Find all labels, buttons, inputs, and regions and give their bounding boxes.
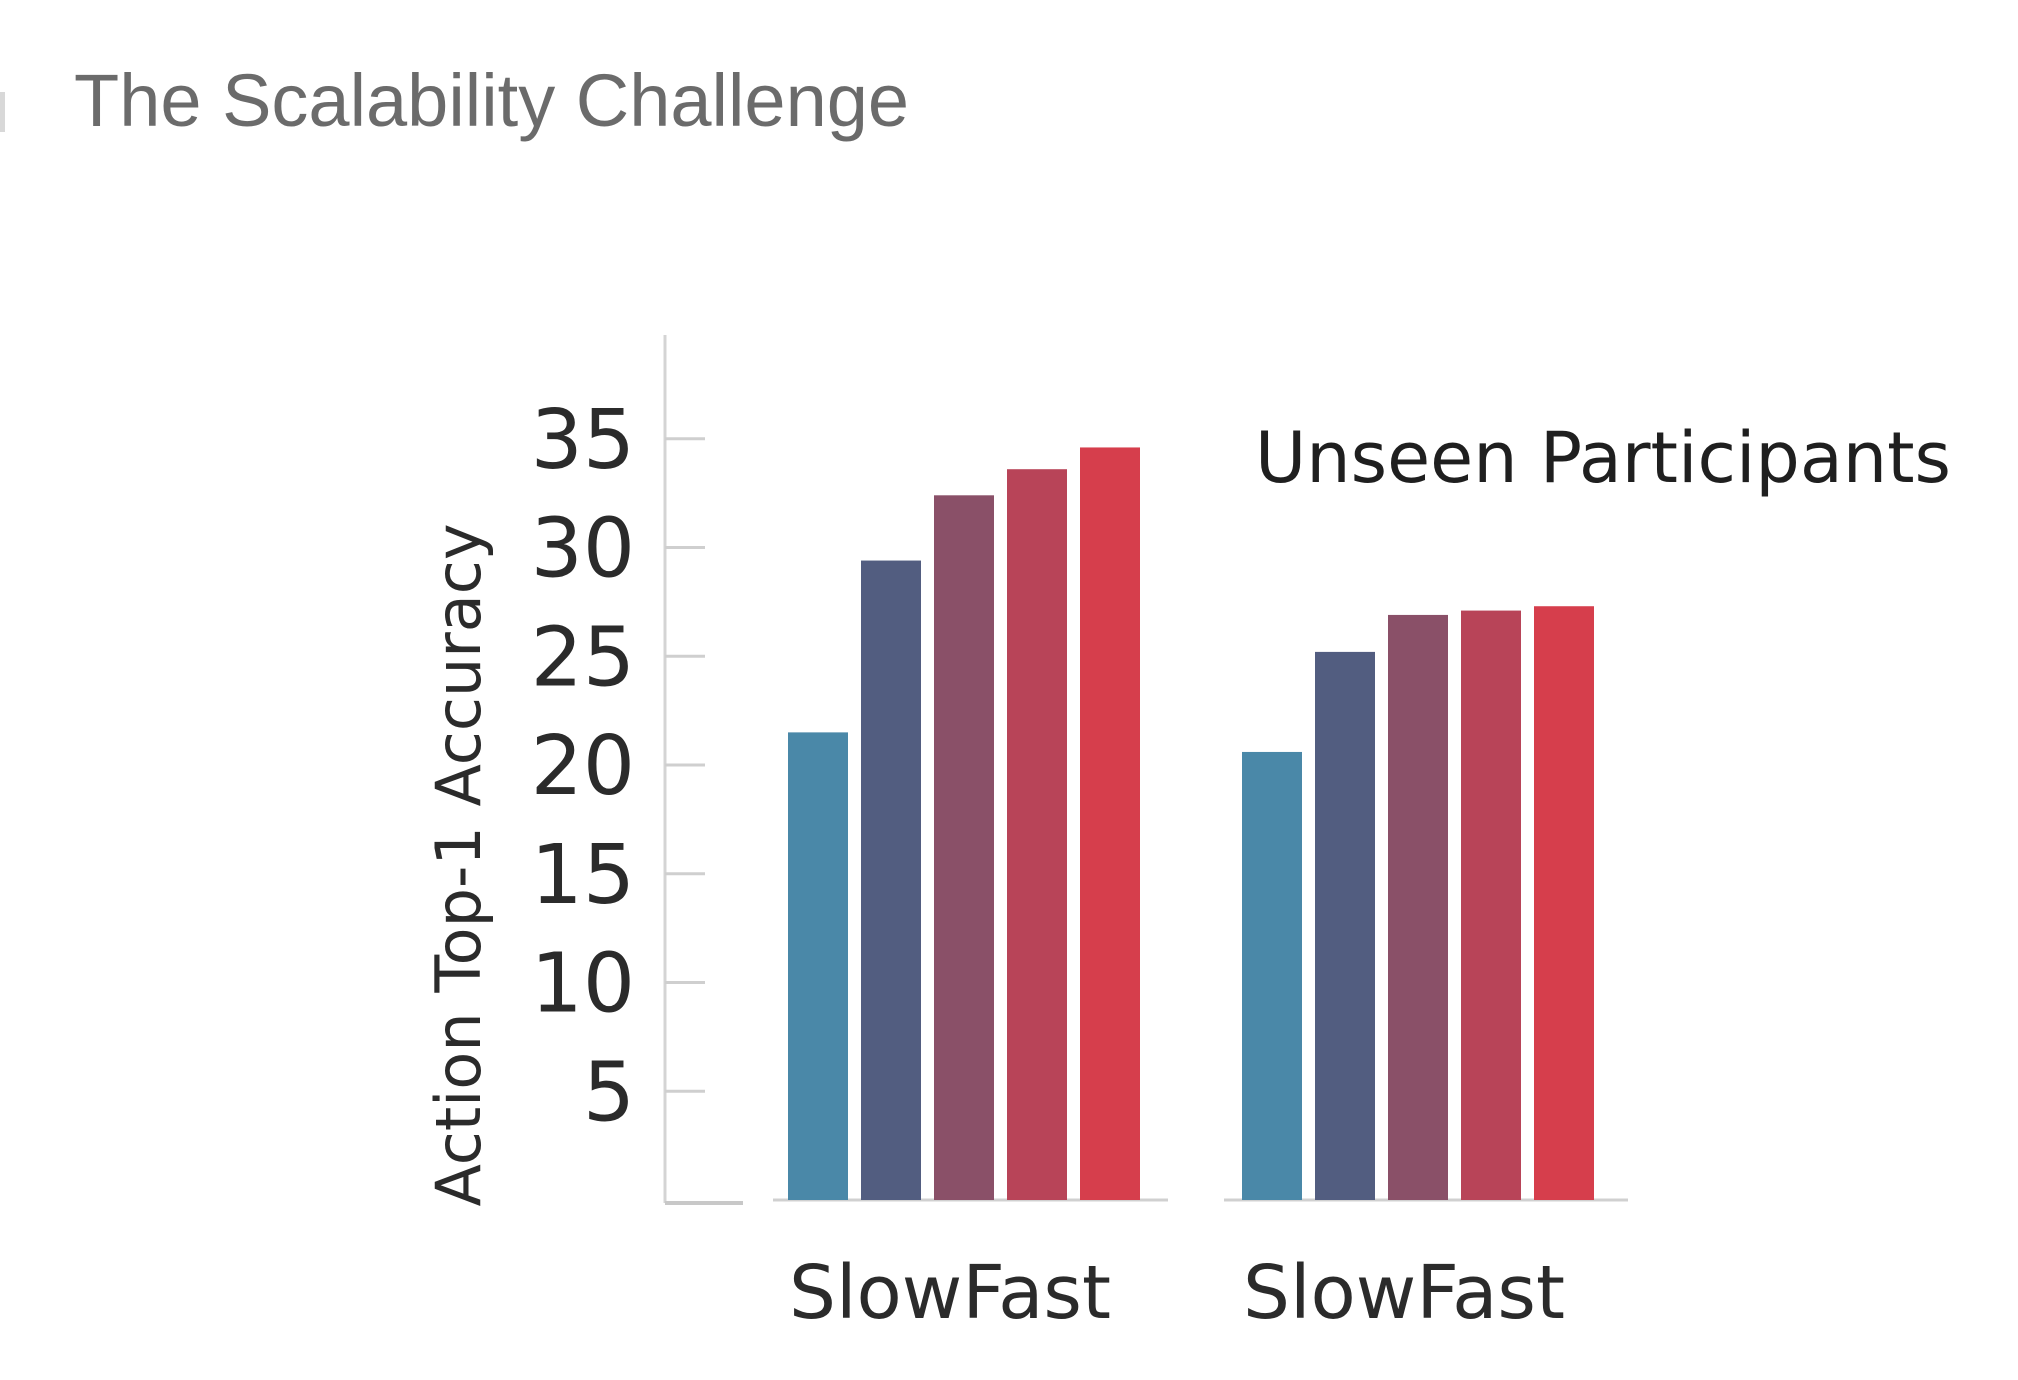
y-tick-label: 35 xyxy=(531,393,635,488)
slide-edge-mark xyxy=(0,92,5,132)
bar-group-2-bar-3 xyxy=(1388,614,1448,1200)
y-tick-label: 20 xyxy=(531,719,635,814)
y-tick-label: 25 xyxy=(531,610,635,705)
y-tick-label: 30 xyxy=(531,502,635,597)
y-axis-title: Action Top-1 Accuracy xyxy=(422,523,495,1206)
bar-group-1-bar-1 xyxy=(788,732,848,1200)
y-tick-label: 10 xyxy=(531,937,635,1032)
bar-group-1-bar-2 xyxy=(861,560,921,1200)
bar-group-2-bar-2 xyxy=(1315,651,1375,1200)
x-category-label: SlowFast xyxy=(1243,1250,1565,1336)
slide-title: The Scalability Challenge xyxy=(74,59,910,142)
bar-group-2-bar-1 xyxy=(1242,751,1302,1200)
bar-group-1-bar-4 xyxy=(1007,469,1067,1200)
y-tick-label: 5 xyxy=(583,1045,635,1140)
chart-annotation: Unseen Participants xyxy=(1255,417,1951,499)
chart-bars xyxy=(788,447,1594,1200)
x-category-label: SlowFast xyxy=(789,1250,1111,1336)
bar-group-1-bar-5 xyxy=(1080,447,1140,1200)
bar-group-1-bar-3 xyxy=(934,495,994,1200)
bar-group-2-bar-5 xyxy=(1534,606,1594,1200)
chart-labels: 5 10 15 20 25 30 35 Action Top-1 Accuracy SlowFa… xyxy=(422,393,1951,1336)
y-tick-label: 15 xyxy=(531,828,635,923)
bar-group-2-bar-4 xyxy=(1461,610,1521,1200)
